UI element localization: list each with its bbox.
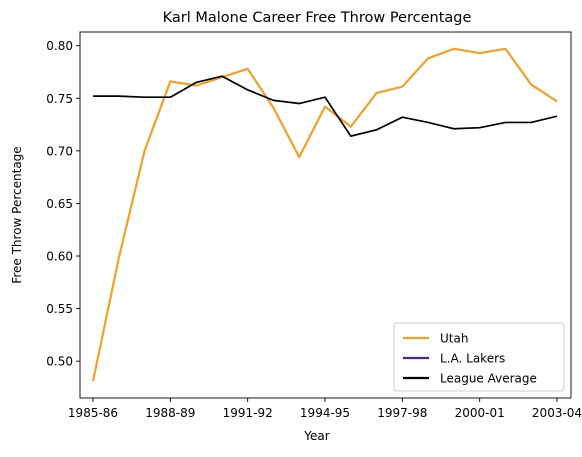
y-tick-label: 0.60 bbox=[46, 250, 73, 264]
y-tick-label: 0.75 bbox=[46, 92, 73, 106]
x-axis-label: Year bbox=[303, 429, 329, 443]
y-tick-label: 0.80 bbox=[46, 39, 73, 53]
series-line-league-average bbox=[93, 75, 558, 137]
legend-label: L.A. Lakers bbox=[440, 352, 505, 366]
series-line-utah bbox=[91, 47, 558, 382]
x-tick-label: 1985-86 bbox=[68, 406, 118, 420]
y-tick-label: 0.65 bbox=[46, 197, 73, 211]
legend: Utah L.A. Lakers League Average bbox=[393, 322, 565, 392]
plot-frame bbox=[79, 31, 572, 399]
x-tick-label: 2003-04 bbox=[532, 406, 582, 420]
y-tick-label: 0.55 bbox=[46, 302, 73, 316]
legend-box bbox=[393, 322, 565, 392]
legend-label: Utah bbox=[440, 332, 468, 346]
legend-label: League Average bbox=[440, 372, 537, 386]
x-tick-label: 2000-01 bbox=[455, 406, 505, 420]
plot-area bbox=[91, 47, 558, 382]
x-tick-label: 1994-95 bbox=[300, 406, 350, 420]
y-tick-label: 0.50 bbox=[46, 355, 73, 369]
y-tick-label: 0.70 bbox=[46, 144, 73, 158]
x-tick-label: 1997-98 bbox=[377, 406, 427, 420]
y-axis-label: Free Throw Percentage bbox=[10, 146, 24, 283]
x-tick-label: 1991-92 bbox=[223, 406, 273, 420]
x-tick-label: 1988-89 bbox=[145, 406, 195, 420]
axes: 0.50 0.55 0.60 0.65 0.70 0.75 0.80 1985-86 1988-… bbox=[46, 31, 582, 420]
chart-title: Karl Malone Career Free Throw Percentage bbox=[163, 10, 472, 26]
